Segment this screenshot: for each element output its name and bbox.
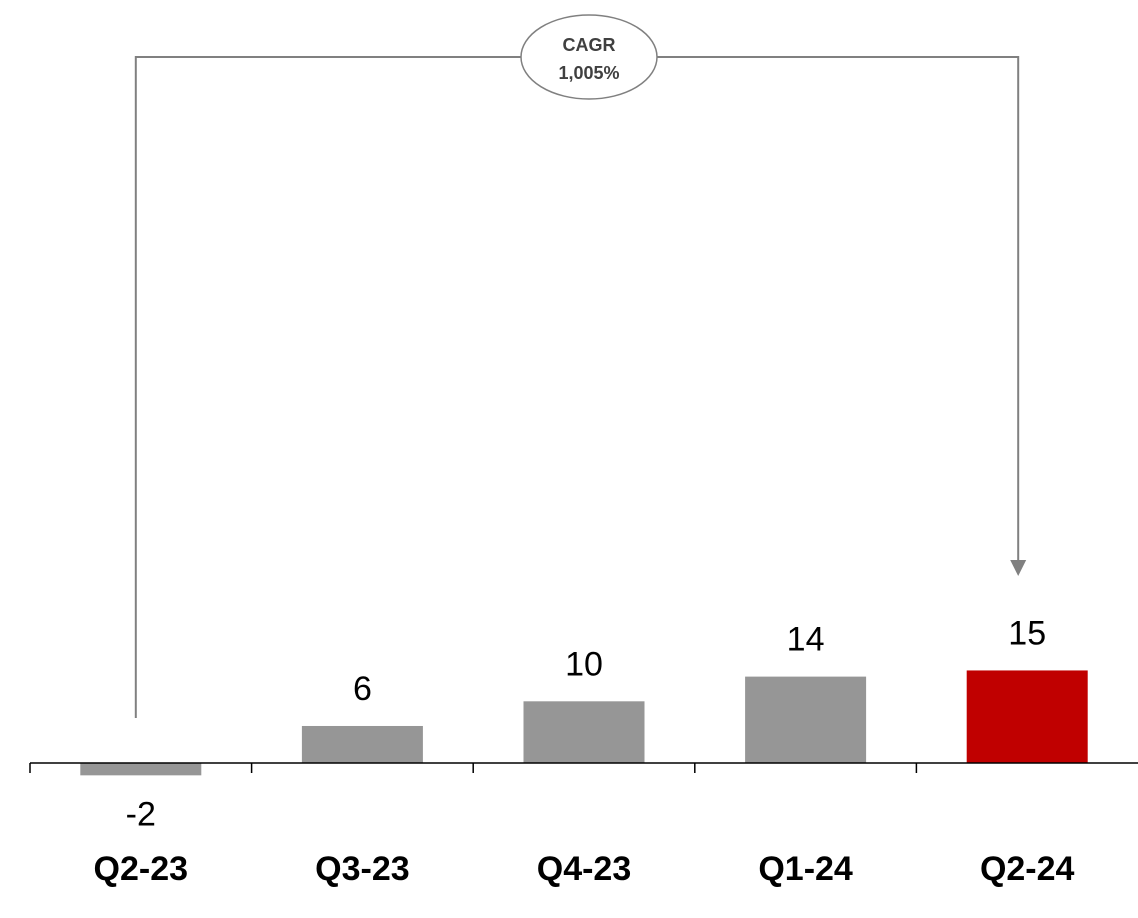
value-label-q3-23: 6 <box>353 670 372 708</box>
cagr-bubble <box>520 14 658 100</box>
bar-q1-24 <box>745 676 867 763</box>
category-labels-group: Q2-23 Q3-23 Q4-23 Q1-24 Q2-24 <box>94 850 1075 888</box>
category-label-q2-24: Q2-24 <box>980 850 1075 888</box>
category-label-q3-23: Q3-23 <box>315 850 410 888</box>
x-axis <box>29 762 1138 773</box>
cagr-label: CAGR <box>563 35 616 55</box>
value-label-q2-24: 15 <box>1008 614 1046 652</box>
value-label-q1-24: 14 <box>787 621 825 659</box>
bar-q4-23 <box>523 701 645 763</box>
bar-q3-23 <box>301 725 423 763</box>
cagr-value: 1,005% <box>558 63 619 83</box>
value-label-q2-23: -2 <box>126 795 156 833</box>
cagr-connector-line <box>134 56 1020 718</box>
category-label-q1-24: Q1-24 <box>758 850 853 888</box>
bars-group <box>80 670 1088 776</box>
cagr-annotation: CAGR 1,005% <box>134 14 1027 718</box>
bar-q2-23 <box>80 763 202 776</box>
value-label-q4-23: 10 <box>565 645 603 683</box>
category-label-q2-23: Q2-23 <box>94 850 189 888</box>
cagr-arrowhead-icon <box>1010 560 1027 576</box>
bar-q2-24 <box>966 670 1088 763</box>
category-label-q4-23: Q4-23 <box>537 850 632 888</box>
value-labels-group: -2 6 10 14 15 <box>126 614 1046 833</box>
